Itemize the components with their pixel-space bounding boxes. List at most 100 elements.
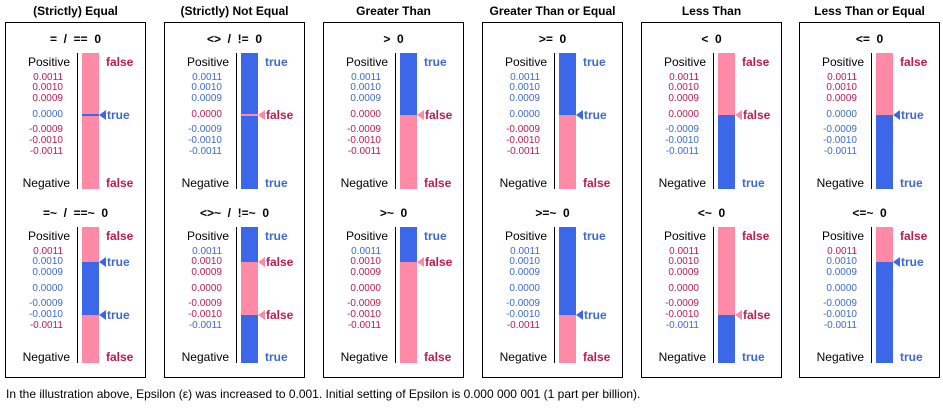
tick-label: -0.0011 bbox=[665, 146, 699, 157]
bar-segment-true bbox=[241, 227, 258, 262]
triangle-left-icon bbox=[576, 110, 583, 120]
bottom-truth-value: false bbox=[106, 350, 134, 364]
negative-label: Negative bbox=[181, 176, 229, 190]
tick-label: 0.0009 bbox=[668, 93, 699, 104]
tick-label: 0.0000 bbox=[191, 109, 222, 120]
tick-label: -0.0011 bbox=[29, 146, 63, 157]
operator-label: >=~ 0 bbox=[535, 206, 570, 220]
operator-panel: =~ / ==~ 0 Positive Negative 0.0011 0.0010 0.… bbox=[6, 197, 145, 369]
tick-label: 0.0011 bbox=[827, 72, 857, 83]
marker-label: true bbox=[107, 308, 130, 322]
top-truth-value: true bbox=[583, 229, 606, 243]
bottom-truth-value: false bbox=[424, 176, 452, 190]
marker-label: false bbox=[743, 108, 771, 122]
triangle-left-icon bbox=[99, 310, 106, 320]
truth-bar bbox=[241, 227, 258, 363]
positive-label: Positive bbox=[27, 229, 70, 243]
axis-line bbox=[77, 227, 78, 363]
boundary-marker: false bbox=[258, 309, 293, 321]
top-truth-value: true bbox=[265, 229, 288, 243]
positive-label: Positive bbox=[663, 229, 706, 243]
column-box: <= 0 Positive Negative 0.0011 0.0010 0.0009 0.… bbox=[799, 22, 940, 378]
top-truth-value: true bbox=[583, 55, 606, 69]
bar-segment-false bbox=[241, 114, 258, 116]
marker-label: true bbox=[901, 255, 924, 269]
top-truth-value: false bbox=[900, 55, 928, 69]
bar-segment-false bbox=[718, 53, 735, 115]
positive-label: Positive bbox=[821, 229, 864, 243]
tick-label: -0.0010 bbox=[188, 309, 222, 320]
tick-label: -0.0009 bbox=[665, 298, 699, 309]
bar-segment-true bbox=[241, 315, 258, 363]
tick-label: 0.0009 bbox=[191, 93, 222, 104]
triangle-left-icon bbox=[893, 110, 900, 120]
positive-label: Positive bbox=[504, 55, 547, 69]
tick-label: 0.0011 bbox=[669, 246, 699, 257]
boundary-marker: false bbox=[417, 256, 452, 268]
operator-label: > 0 bbox=[383, 32, 404, 46]
operator-panel: > 0 Positive Negative 0.0011 0.0010 0.0009 0.0… bbox=[324, 23, 463, 195]
triangle-left-icon bbox=[893, 257, 900, 267]
boundary-marker: true bbox=[99, 256, 130, 268]
truth-bar bbox=[559, 53, 576, 189]
marker-label: false bbox=[266, 255, 294, 269]
tick-label: 0.0010 bbox=[668, 82, 699, 93]
positive-label: Positive bbox=[504, 229, 547, 243]
axis-line bbox=[236, 53, 237, 189]
bar-segment-false bbox=[559, 115, 576, 189]
bar-segment-true bbox=[559, 53, 576, 115]
negative-label: Negative bbox=[816, 350, 864, 364]
bar-segment-false bbox=[82, 315, 99, 363]
marker-label: true bbox=[107, 255, 130, 269]
bar-segment-false bbox=[400, 262, 417, 363]
axis-line bbox=[871, 53, 872, 189]
column-title: Less Than bbox=[681, 4, 742, 18]
column-title: (Strictly) Equal bbox=[33, 4, 118, 18]
tick-label: -0.0009 bbox=[347, 124, 381, 135]
top-truth-value: false bbox=[900, 229, 928, 243]
boundary-marker: true bbox=[576, 309, 607, 321]
triangle-left-icon bbox=[417, 257, 424, 267]
positive-label: Positive bbox=[345, 229, 388, 243]
tick-label: 0.0000 bbox=[350, 283, 381, 294]
tick-label: 0.0009 bbox=[826, 93, 857, 104]
top-truth-value: true bbox=[265, 55, 288, 69]
negative-label: Negative bbox=[816, 176, 864, 190]
tick-label: 0.0010 bbox=[826, 256, 857, 267]
truth-bar bbox=[876, 53, 893, 189]
tick-label: 0.0010 bbox=[826, 82, 857, 93]
operator-panel: < 0 Positive Negative 0.0011 0.0010 0.0009 0.0… bbox=[642, 23, 781, 195]
positive-label: Positive bbox=[821, 55, 864, 69]
column-box: >= 0 Positive Negative 0.0011 0.0010 0.0009 0.… bbox=[482, 22, 623, 378]
axis-line bbox=[395, 227, 396, 363]
bar-segment-true bbox=[82, 262, 99, 315]
negative-label: Negative bbox=[181, 350, 229, 364]
column-title: Greater Than or Equal bbox=[489, 4, 616, 18]
truth-bar bbox=[241, 53, 258, 189]
bar-segment-false bbox=[82, 227, 99, 262]
operator-label: >= 0 bbox=[538, 32, 567, 46]
top-truth-value: true bbox=[424, 229, 447, 243]
tick-label: 0.0000 bbox=[32, 283, 63, 294]
marker-label: true bbox=[584, 108, 607, 122]
truth-bar bbox=[400, 53, 417, 189]
marker-label: false bbox=[266, 108, 294, 122]
column-box: = / == 0 Positive Negative 0.0011 0.0010 0.00… bbox=[5, 22, 146, 378]
operator-panel: <=~ 0 Positive Negative 0.0011 0.0010 0.0009 0… bbox=[800, 197, 939, 369]
bar-segment-false bbox=[559, 315, 576, 363]
tick-label: -0.0011 bbox=[823, 146, 857, 157]
negative-label: Negative bbox=[22, 350, 70, 364]
bar-segment-false bbox=[400, 115, 417, 189]
tick-label: -0.0011 bbox=[29, 320, 63, 331]
top-truth-value: false bbox=[742, 55, 770, 69]
bottom-truth-value: false bbox=[583, 176, 611, 190]
bottom-truth-value: false bbox=[424, 350, 452, 364]
tick-label: -0.0010 bbox=[823, 309, 857, 320]
column-title: Greater Than bbox=[356, 4, 431, 18]
boundary-marker: true bbox=[893, 256, 924, 268]
tick-label: -0.0010 bbox=[347, 309, 381, 320]
tick-label: 0.0011 bbox=[33, 246, 63, 257]
tick-label: 0.0011 bbox=[351, 246, 381, 257]
operator-label: >~ 0 bbox=[379, 206, 408, 220]
tick-label: 0.0010 bbox=[191, 82, 222, 93]
